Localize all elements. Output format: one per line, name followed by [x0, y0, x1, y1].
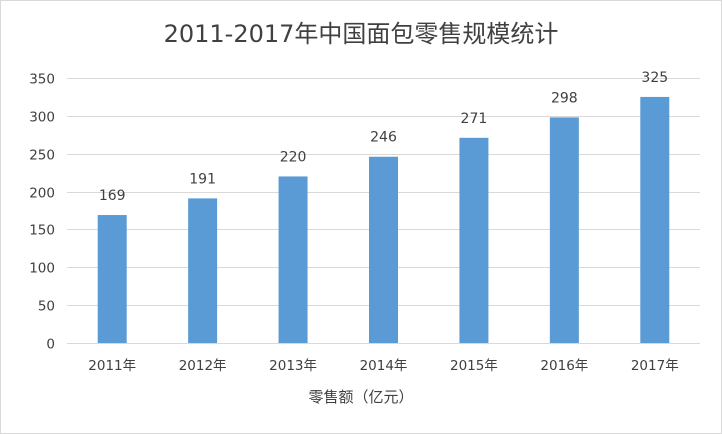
bar: [188, 198, 218, 343]
data-labels: 169 191 220 246 271 298 325: [99, 70, 668, 204]
data-label: 191: [189, 171, 216, 187]
y-tick-label: 50: [38, 299, 55, 315]
y-tick-label: 250: [29, 148, 55, 164]
data-label: 325: [641, 70, 668, 86]
x-tick-label: 2014年: [360, 358, 408, 374]
data-label: 271: [461, 111, 488, 127]
y-tick-label: 150: [29, 223, 55, 239]
bar: [278, 176, 308, 343]
y-tick-label: 100: [29, 261, 55, 277]
x-tick-label: 2017年: [631, 358, 679, 374]
bars: [97, 96, 670, 343]
x-tick-label: 2015年: [450, 358, 498, 374]
bar: [459, 137, 489, 343]
y-tick-label: 200: [29, 186, 55, 202]
y-tick-label: 350: [29, 72, 55, 88]
y-axis-ticks: 0 50 100 150 200 250 300 350: [29, 72, 55, 353]
chart-title: 2011-2017年中国面包零售规模统计: [163, 20, 559, 48]
bar: [369, 156, 398, 343]
x-tick-label: 2016年: [540, 358, 588, 374]
data-label: 246: [370, 130, 397, 146]
data-label: 220: [280, 149, 307, 165]
data-label: 169: [99, 188, 126, 204]
data-label: 298: [551, 90, 578, 106]
x-tick-label: 2013年: [269, 358, 317, 374]
x-tick-label: 2011年: [88, 358, 136, 374]
x-tick-label: 2012年: [179, 358, 227, 374]
y-tick-label: 0: [46, 337, 55, 353]
bar: [640, 96, 670, 343]
x-axis-title: 零售额（亿元）: [308, 388, 414, 406]
x-axis-ticks: 2011年 2012年 2013年 2014年 2015年 2016年 2017年: [88, 358, 678, 374]
y-tick-label: 300: [29, 110, 55, 126]
bar: [549, 117, 579, 343]
bar: [97, 215, 127, 343]
